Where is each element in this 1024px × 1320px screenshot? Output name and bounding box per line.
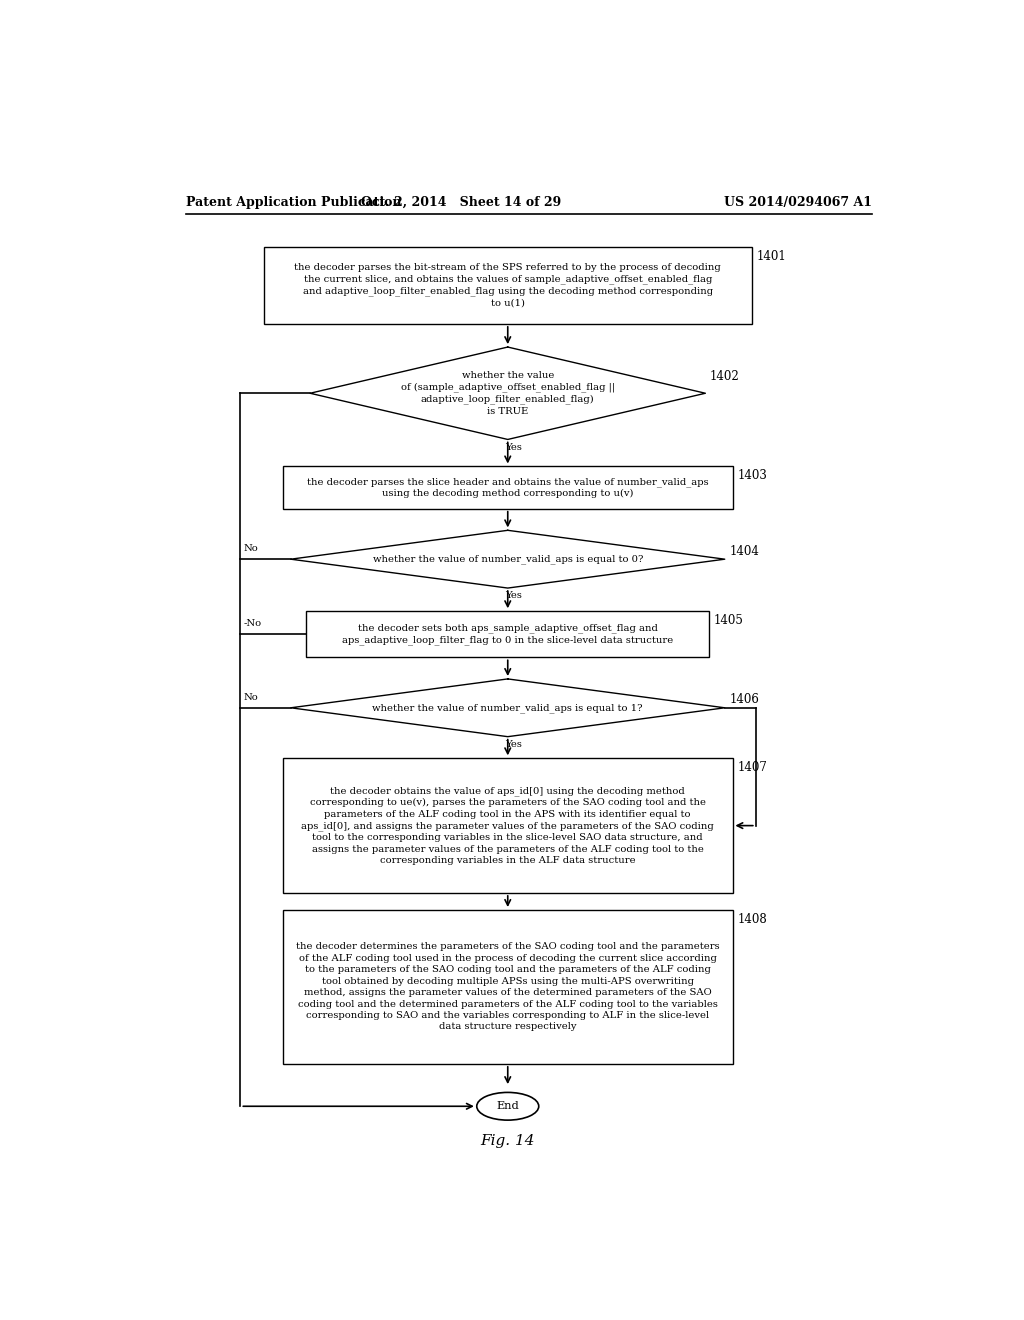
Text: Oct. 2, 2014   Sheet 14 of 29: Oct. 2, 2014 Sheet 14 of 29 — [361, 195, 561, 209]
Text: the decoder sets both aps_sample_adaptive_offset_flag and
aps_adaptive_loop_filt: the decoder sets both aps_sample_adaptiv… — [342, 623, 674, 645]
Text: 1407: 1407 — [737, 762, 767, 775]
Text: End: End — [497, 1101, 519, 1111]
Text: Yes: Yes — [506, 591, 522, 601]
Text: -No: -No — [244, 619, 261, 628]
Text: Patent Application Publication: Patent Application Publication — [186, 195, 401, 209]
Text: No: No — [244, 693, 258, 702]
Text: the decoder parses the slice header and obtains the value of number_valid_aps
us: the decoder parses the slice header and … — [307, 477, 709, 498]
Text: 1404: 1404 — [729, 545, 759, 558]
Bar — [306, 611, 710, 657]
Text: 1401: 1401 — [757, 249, 786, 263]
Text: 1408: 1408 — [737, 913, 767, 927]
Text: whether the value of number_valid_aps is equal to 1?: whether the value of number_valid_aps is… — [373, 704, 643, 713]
Ellipse shape — [477, 1093, 539, 1121]
Text: Fig. 14: Fig. 14 — [480, 1134, 535, 1148]
Text: 1403: 1403 — [737, 470, 767, 483]
Text: US 2014/0294067 A1: US 2014/0294067 A1 — [724, 195, 872, 209]
Text: Yes: Yes — [506, 442, 522, 451]
Polygon shape — [291, 531, 725, 589]
Bar — [263, 247, 752, 323]
Text: 1405: 1405 — [714, 614, 743, 627]
Text: Yes: Yes — [506, 739, 522, 748]
Polygon shape — [291, 678, 725, 737]
Text: 1406: 1406 — [729, 693, 759, 706]
Polygon shape — [310, 347, 706, 440]
Text: whether the value of number_valid_aps is equal to 0?: whether the value of number_valid_aps is… — [373, 554, 643, 564]
Text: the decoder determines the parameters of the SAO coding tool and the parameters
: the decoder determines the parameters of… — [296, 942, 720, 1031]
Text: whether the value
of (sample_adaptive_offset_enabled_flag ||
adaptive_loop_filte: whether the value of (sample_adaptive_of… — [400, 371, 614, 416]
Text: No: No — [244, 544, 258, 553]
Bar — [283, 758, 732, 892]
Text: the decoder parses the bit-stream of the SPS referred to by the process of decod: the decoder parses the bit-stream of the… — [294, 263, 721, 308]
Bar — [283, 909, 732, 1064]
Text: 1402: 1402 — [710, 370, 739, 383]
Bar — [283, 466, 732, 508]
Text: the decoder obtains the value of aps_id[0] using the decoding method
correspondi: the decoder obtains the value of aps_id[… — [301, 785, 714, 865]
